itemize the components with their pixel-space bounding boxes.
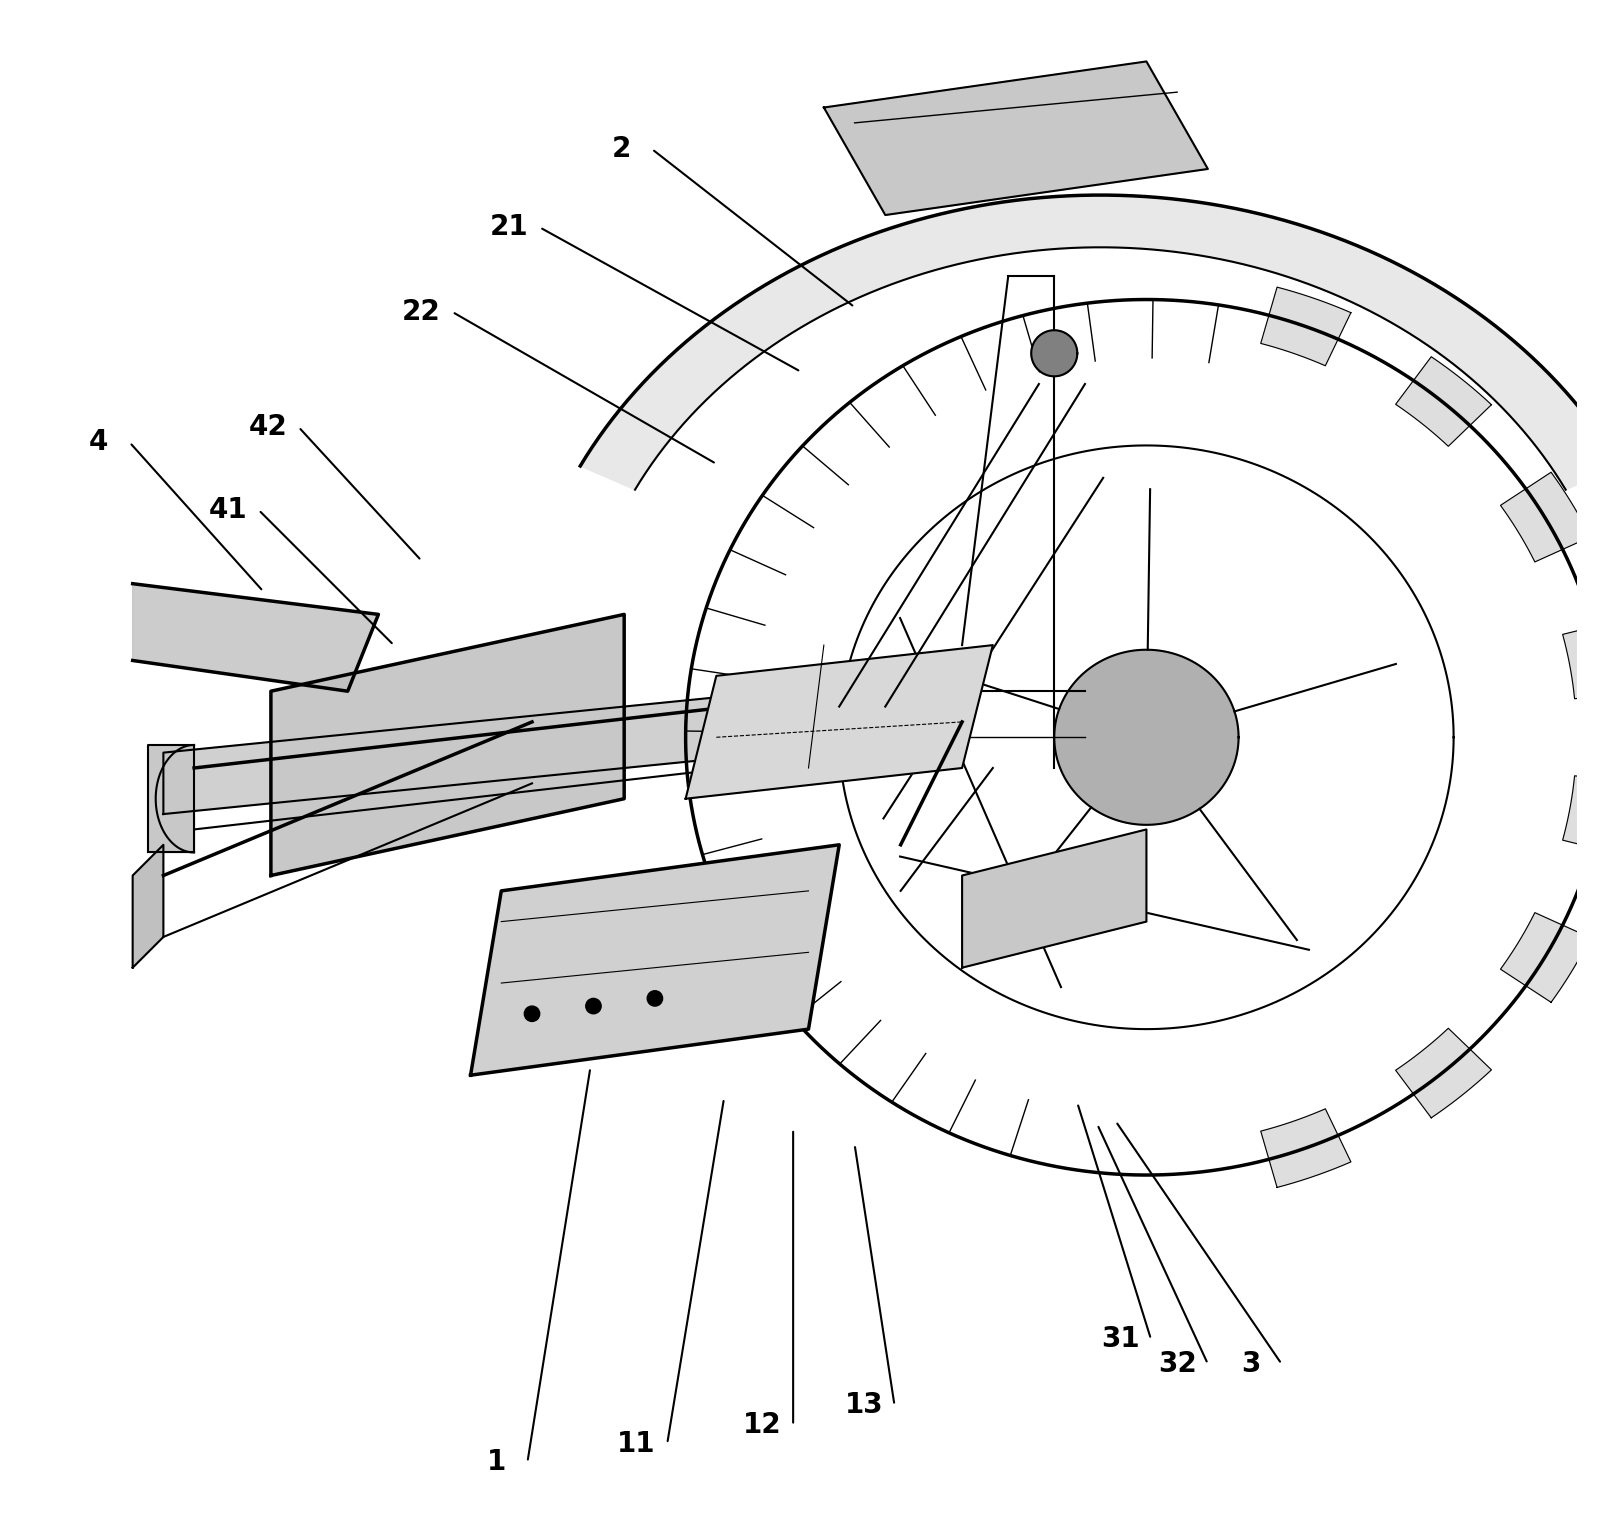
Text: 32: 32 xyxy=(1158,1350,1197,1378)
Polygon shape xyxy=(149,745,194,852)
Polygon shape xyxy=(155,745,194,852)
Polygon shape xyxy=(133,584,378,691)
Text: 11: 11 xyxy=(618,1430,657,1458)
Polygon shape xyxy=(686,645,993,799)
Polygon shape xyxy=(1501,912,1591,1003)
Polygon shape xyxy=(1032,330,1077,376)
Text: 22: 22 xyxy=(403,298,441,326)
Polygon shape xyxy=(1395,1028,1491,1118)
Polygon shape xyxy=(1562,776,1617,856)
Polygon shape xyxy=(471,845,839,1075)
Text: 41: 41 xyxy=(209,496,247,524)
Polygon shape xyxy=(823,61,1208,215)
Text: 31: 31 xyxy=(1101,1326,1140,1353)
Circle shape xyxy=(585,998,602,1014)
Polygon shape xyxy=(962,829,1146,968)
Polygon shape xyxy=(1395,356,1491,447)
Polygon shape xyxy=(1261,1109,1350,1187)
Polygon shape xyxy=(163,676,931,814)
Circle shape xyxy=(524,1006,540,1021)
Text: 2: 2 xyxy=(611,135,631,163)
Text: 21: 21 xyxy=(490,214,529,241)
Text: 4: 4 xyxy=(89,429,108,456)
Polygon shape xyxy=(1261,287,1350,366)
Polygon shape xyxy=(1501,472,1591,562)
Circle shape xyxy=(647,991,663,1006)
Text: 12: 12 xyxy=(744,1412,781,1439)
Polygon shape xyxy=(133,845,163,968)
Text: 13: 13 xyxy=(844,1392,883,1419)
Text: 42: 42 xyxy=(249,413,288,441)
Polygon shape xyxy=(581,195,1617,490)
Polygon shape xyxy=(272,614,624,876)
Text: 1: 1 xyxy=(487,1448,506,1476)
Polygon shape xyxy=(1054,650,1239,825)
Text: 3: 3 xyxy=(1242,1350,1261,1378)
Polygon shape xyxy=(1562,619,1617,699)
